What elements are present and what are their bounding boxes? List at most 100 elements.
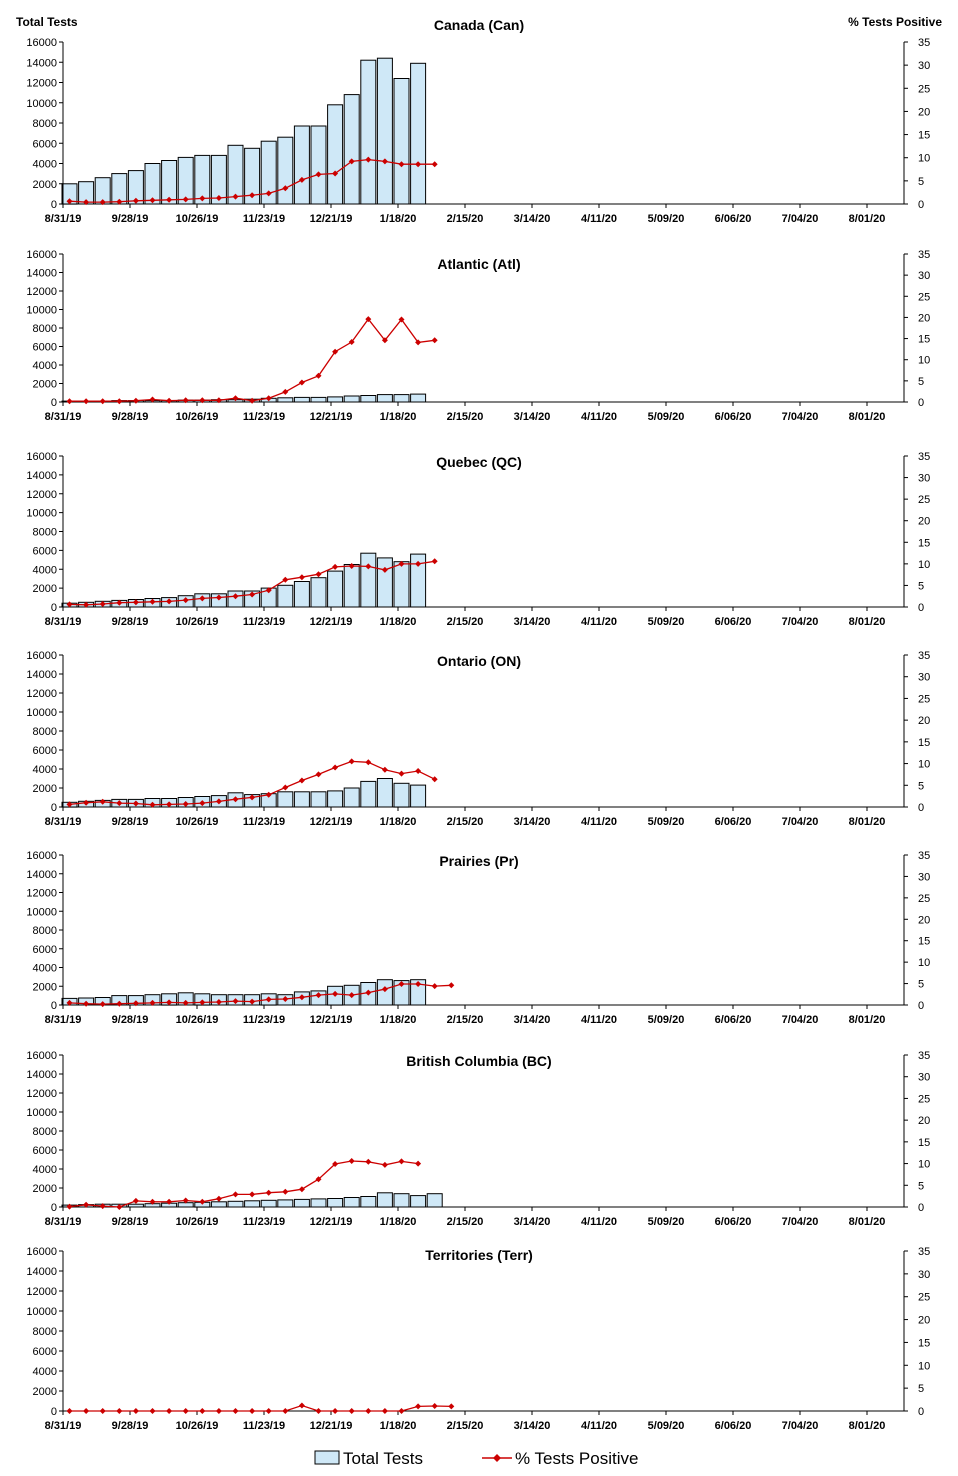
pct-positive-point — [282, 576, 289, 583]
pct-positive-point — [166, 1198, 173, 1205]
pct-positive-point — [265, 395, 272, 402]
right-tick-label: 30 — [918, 270, 930, 282]
pct-positive-point — [265, 1408, 272, 1414]
pct-positive-point — [365, 316, 372, 323]
bar — [360, 395, 377, 403]
bar — [310, 577, 327, 608]
x-tick-label: 8/01/20 — [849, 1216, 886, 1228]
pct-positive-point — [249, 1191, 256, 1198]
pct-positive-point — [215, 999, 222, 1005]
pct-positive-point — [249, 794, 256, 801]
pct-positive-point — [415, 560, 422, 567]
pct-positive-point — [315, 1408, 322, 1414]
pct-positive-point — [232, 796, 239, 803]
pct-positive-point — [182, 801, 189, 807]
pct-positive-point — [66, 1203, 73, 1210]
left-tick-label: 14000 — [26, 57, 57, 69]
x-tick-label: 8/01/20 — [849, 616, 886, 628]
x-tick-label: 7/04/20 — [782, 1420, 819, 1432]
pct-positive-point — [66, 198, 73, 205]
left-tick-label: 0 — [51, 802, 57, 814]
pct-positive-point — [232, 395, 239, 402]
x-tick-label: 2/15/20 — [447, 816, 484, 828]
x-tick-label: 12/21/19 — [310, 1420, 353, 1432]
legend-line-label: % Tests Positive — [515, 1449, 638, 1468]
panel-1: Canada (Can) 0 2000 4000 6000 8000 10000 12000 1… — [26, 17, 930, 225]
right-tick-label: 10 — [918, 1159, 930, 1171]
pct-positive-point — [348, 563, 355, 569]
x-tick-label: 12/21/19 — [310, 213, 353, 225]
x-tick-label: 6/06/20 — [715, 1420, 752, 1432]
bar — [293, 125, 310, 205]
x-tick-label: 10/26/19 — [176, 1420, 219, 1432]
pct-positive-point — [332, 563, 339, 570]
left-tick-label: 2000 — [33, 179, 57, 191]
pct-positive-point — [99, 1408, 106, 1414]
pct-positive-point — [232, 998, 239, 1005]
x-tick-label: 5/09/20 — [648, 411, 685, 423]
left-tick-label: 12000 — [26, 286, 57, 298]
pct-positive-point — [282, 784, 289, 791]
left-tick-label: 16000 — [26, 850, 57, 862]
pct-positive-point — [116, 800, 123, 807]
pct-positive-point — [398, 981, 405, 987]
left-axis-title: Total Tests — [16, 15, 78, 29]
pct-positive-point — [348, 339, 355, 345]
pct-positive-point — [99, 398, 106, 405]
pct-positive-point — [215, 798, 222, 805]
panel-3: Quebec (QC) 0 2000 4000 6000 8000 10000 12000 14… — [26, 451, 930, 628]
left-tick-label: 12000 — [26, 1286, 57, 1298]
x-tick-label: 11/23/19 — [243, 616, 285, 628]
left-tick-label: 2000 — [33, 981, 57, 993]
left-tick-label: 4000 — [33, 564, 57, 576]
pct-positive-point — [83, 1000, 90, 1007]
panel-5: Prairies (Pr) 0 2000 4000 6000 8000 10000 12000… — [26, 850, 930, 1026]
right-tick-label: 20 — [918, 106, 930, 118]
right-tick-label: 35 — [918, 451, 930, 463]
pct-positive-point — [381, 986, 388, 993]
pct-positive-point — [265, 791, 272, 798]
left-tick-label: 8000 — [33, 118, 57, 130]
panel-title: Ontario (ON) — [437, 653, 521, 669]
x-tick-label: 12/21/19 — [310, 616, 353, 628]
pct-positive-point — [265, 1189, 272, 1196]
bar — [310, 396, 327, 403]
pct-positive-point — [365, 759, 372, 766]
left-tick-label: 4000 — [33, 963, 57, 975]
pct-positive-point — [431, 1403, 438, 1409]
panel-title: Territories (Terr) — [425, 1247, 533, 1263]
pct-positive-point — [398, 1408, 405, 1414]
x-tick-label: 9/28/19 — [112, 816, 149, 828]
bar — [327, 570, 344, 608]
bar — [376, 57, 393, 205]
x-tick-label: 8/01/20 — [849, 213, 886, 225]
legend-bar-label: Total Tests — [343, 1449, 423, 1468]
x-tick-label: 9/28/19 — [112, 1014, 149, 1026]
pct-positive-point — [99, 199, 106, 206]
x-tick-label: 8/31/19 — [45, 213, 82, 225]
pct-positive-line — [69, 318, 435, 402]
right-axis-title: % Tests Positive — [848, 15, 942, 29]
right-tick-label: 5 — [918, 1180, 924, 1192]
x-tick-label: 8/01/20 — [849, 816, 886, 828]
x-tick-label: 11/23/19 — [243, 213, 285, 225]
pct-positive-point — [149, 801, 156, 808]
pct-positive-point — [332, 990, 339, 997]
pct-positive-point — [199, 397, 206, 404]
x-tick-label: 4/11/20 — [581, 1216, 617, 1228]
pct-positive-point — [66, 601, 73, 608]
left-tick-label: 2000 — [33, 1183, 57, 1195]
pct-positive-point — [132, 599, 139, 606]
right-tick-label: 30 — [918, 60, 930, 72]
pct-positive-point — [249, 1408, 256, 1414]
bar — [410, 1195, 427, 1208]
pct-positive-point — [365, 1408, 372, 1414]
x-tick-label: 4/11/20 — [581, 1014, 617, 1026]
x-tick-label: 9/28/19 — [112, 616, 149, 628]
pct-positive-point — [265, 190, 272, 197]
bar — [327, 396, 344, 403]
bar — [327, 104, 344, 205]
left-tick-label: 8000 — [33, 1126, 57, 1138]
left-tick-label: 16000 — [26, 650, 57, 662]
bar — [410, 393, 427, 403]
